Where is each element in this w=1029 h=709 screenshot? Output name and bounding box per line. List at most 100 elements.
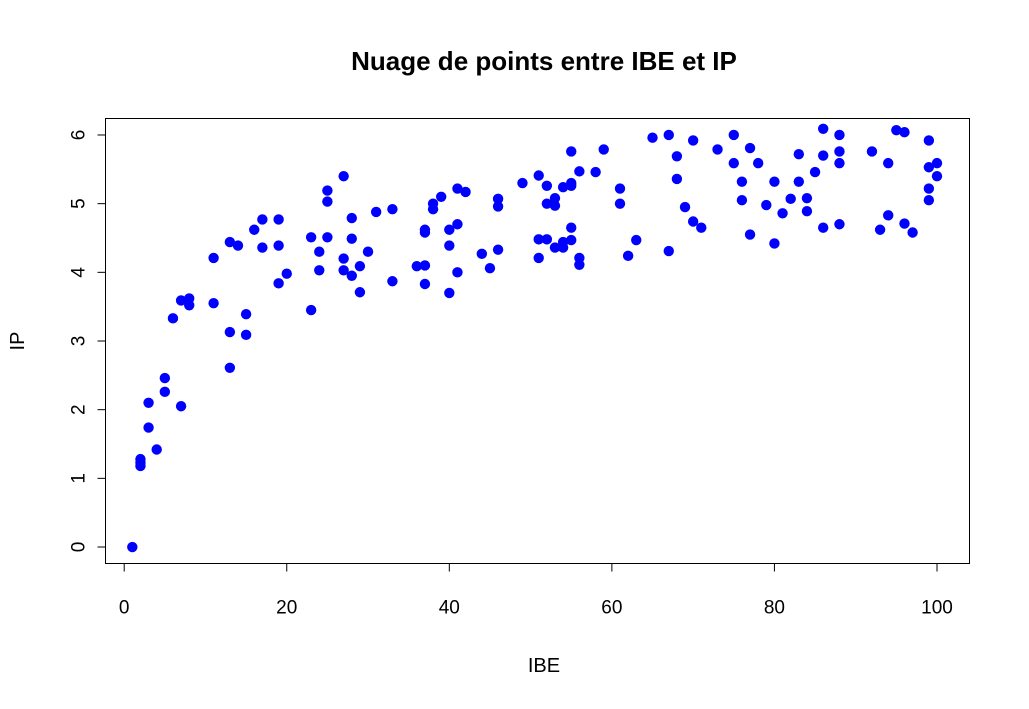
- data-point: [590, 166, 601, 178]
- data-point: [322, 196, 333, 207]
- data-point: [761, 199, 772, 211]
- data-point: [866, 146, 878, 157]
- data-point: [533, 170, 544, 181]
- y-tick-label: 3: [69, 336, 90, 347]
- data-point: [769, 238, 780, 249]
- data-point: [899, 218, 910, 229]
- data-point: [874, 224, 886, 235]
- data-point: [143, 397, 154, 409]
- data-point: [346, 212, 357, 224]
- data-point: [273, 214, 284, 225]
- x-tick-label: 60: [601, 598, 622, 619]
- x-tick-label: 40: [439, 598, 460, 619]
- data-point: [817, 123, 829, 135]
- data-point: [793, 149, 805, 160]
- data-point: [566, 146, 577, 157]
- data-point: [411, 260, 423, 272]
- data-point: [492, 193, 504, 205]
- y-tick-label: 2: [69, 404, 90, 415]
- data-point: [736, 195, 748, 206]
- x-tick-label: 20: [276, 598, 297, 619]
- data-point: [533, 234, 544, 245]
- data-point: [435, 191, 447, 202]
- data-point: [427, 198, 439, 209]
- data-point: [224, 362, 236, 373]
- data-point: [598, 144, 609, 155]
- data-point: [314, 246, 325, 257]
- data-point: [460, 186, 471, 198]
- data-point: [159, 386, 171, 398]
- data-point: [663, 245, 674, 257]
- y-axis-label: IP: [7, 332, 29, 351]
- data-point: [346, 233, 357, 244]
- data-point: [809, 166, 821, 178]
- data-point: [184, 293, 195, 304]
- data-point: [338, 170, 349, 182]
- y-tick-label: 0: [69, 542, 90, 553]
- x-tick-label: 80: [764, 598, 785, 619]
- data-point: [744, 142, 756, 154]
- data-point: [923, 183, 935, 194]
- data-point: [338, 253, 349, 264]
- y-axis-ticks: 0 1 2 3 4 5 6: [69, 130, 106, 553]
- data-point: [452, 183, 463, 194]
- data-point: [208, 298, 219, 309]
- data-point: [614, 198, 626, 209]
- data-point: [671, 151, 683, 162]
- data-point: [752, 157, 764, 169]
- data-point: [492, 244, 504, 255]
- data-point: [257, 214, 268, 225]
- data-point: [151, 444, 162, 455]
- data-point: [777, 208, 788, 219]
- data-point: [834, 219, 845, 230]
- data-point: [387, 203, 398, 215]
- data-point: [817, 222, 829, 233]
- data-point: [338, 265, 349, 276]
- y-tick-label: 5: [69, 198, 90, 209]
- data-point: [883, 157, 894, 169]
- data-point: [533, 252, 544, 264]
- data-point: [671, 173, 683, 185]
- data-point: [232, 240, 244, 251]
- data-point: [541, 198, 553, 209]
- data-point: [419, 260, 431, 271]
- data-point: [419, 278, 431, 290]
- data-point: [566, 177, 577, 189]
- data-point: [834, 129, 845, 141]
- data-point: [622, 250, 634, 262]
- data-point: [801, 192, 813, 204]
- data-point: [444, 240, 455, 251]
- data-point: [549, 242, 561, 253]
- data-point: [574, 252, 585, 264]
- data-point: [159, 372, 171, 384]
- data-point: [923, 195, 935, 206]
- data-point: [647, 132, 658, 143]
- data-point: [484, 263, 496, 274]
- data-point: [143, 422, 154, 433]
- data-point: [557, 236, 569, 248]
- data-point: [354, 287, 366, 298]
- data-point: [566, 234, 577, 246]
- x-tick-label: 100: [921, 598, 953, 619]
- data-point: [476, 248, 488, 259]
- data-point: [785, 193, 796, 205]
- data-point: [362, 246, 374, 257]
- data-point: [517, 177, 528, 189]
- data-point: [224, 326, 236, 338]
- data-point: [574, 166, 585, 177]
- data-point: [712, 144, 723, 155]
- data-point: [549, 192, 561, 204]
- data-point: [167, 313, 179, 324]
- data-point: [354, 260, 366, 272]
- data-point: [322, 232, 333, 243]
- data-point: [736, 176, 748, 187]
- points-layer: [127, 123, 943, 553]
- y-tick-label: 4: [69, 267, 90, 278]
- data-point: [541, 180, 553, 191]
- data-point: [801, 206, 813, 217]
- data-point: [883, 210, 894, 221]
- data-point: [135, 453, 146, 465]
- data-point: [492, 201, 504, 212]
- data-point: [817, 150, 829, 161]
